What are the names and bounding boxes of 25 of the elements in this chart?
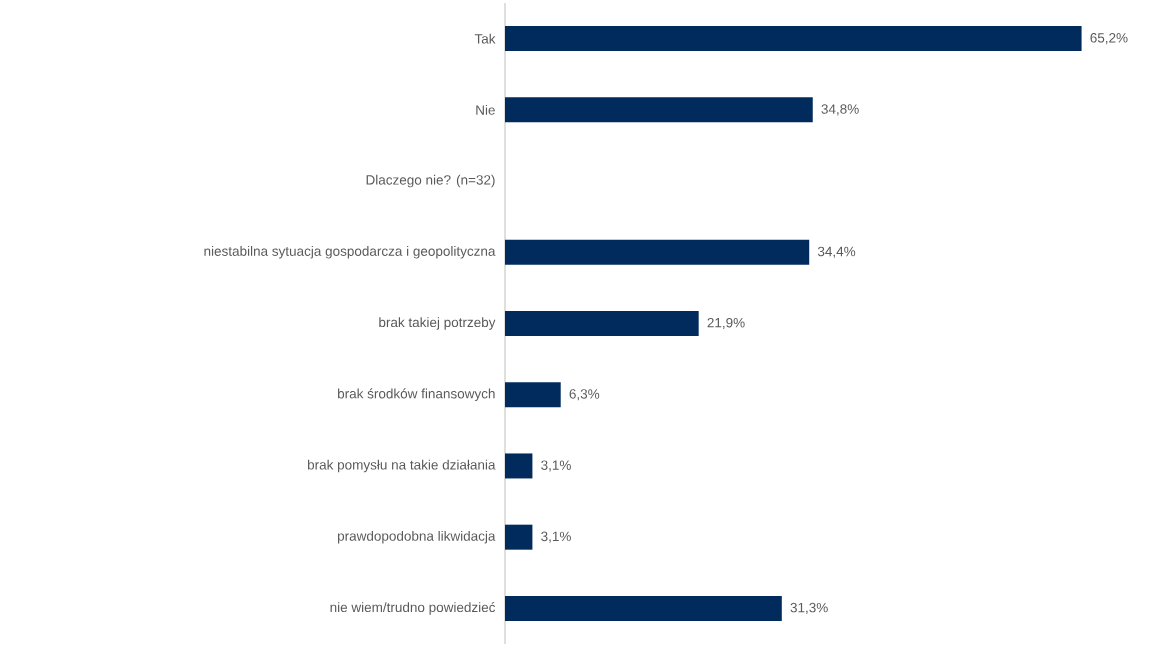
- data-label: 65,2%: [1090, 33, 1128, 45]
- bar: [505, 97, 813, 123]
- data-label: 3,1%: [541, 460, 571, 472]
- bar: [505, 453, 533, 479]
- y-tick-label: Dlaczego nie? (n=32): [366, 174, 495, 188]
- y-tick-label: brak środków finansowych: [338, 388, 495, 402]
- y-tick-label: Tak: [474, 33, 496, 44]
- y-tick-label: nie wiem/trudno powiedzieć: [330, 602, 496, 615]
- y-tick-label: Nie: [476, 104, 495, 115]
- bar: [505, 524, 533, 550]
- bar: [505, 382, 561, 408]
- y-tick-label: niestabilna sytuacja gospodarcza i geopolityczna: [204, 245, 496, 259]
- y-tick-label: brak takiej potrzeby: [379, 317, 496, 330]
- bar: [505, 26, 1082, 52]
- data-label: 31,3%: [790, 602, 828, 614]
- data-label: 34,8%: [821, 104, 859, 116]
- data-label: 34,4%: [817, 246, 856, 258]
- bar: [505, 595, 782, 621]
- bar: [505, 311, 699, 336]
- data-label: 21,9%: [707, 317, 745, 330]
- data-label: 3,1%: [541, 531, 571, 543]
- y-tick-label: brak pomysłu na takie działania: [308, 459, 496, 473]
- bar: [505, 239, 810, 265]
- data-label: 6,3%: [569, 389, 600, 401]
- y-tick-label: prawdopodobna likwidacja: [338, 530, 496, 544]
